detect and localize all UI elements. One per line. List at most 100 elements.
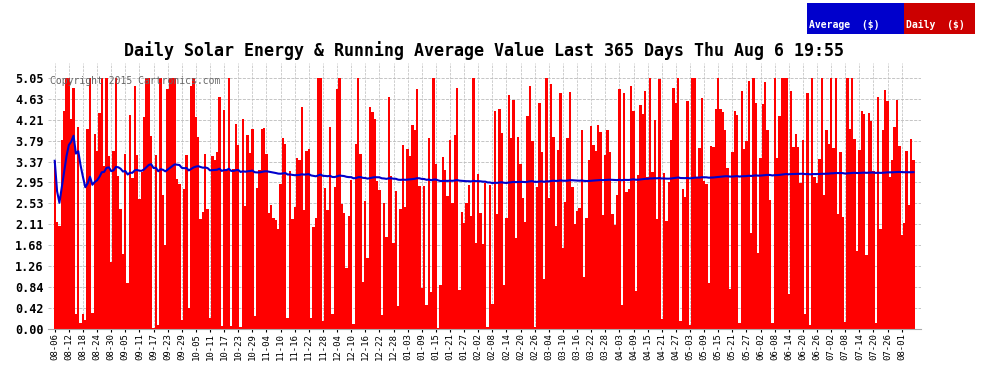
Bar bbox=[482, 244, 484, 329]
Bar bbox=[354, 144, 357, 329]
Bar bbox=[552, 136, 554, 329]
Bar bbox=[152, 328, 154, 329]
Bar bbox=[674, 103, 677, 329]
Bar bbox=[267, 213, 270, 329]
Bar bbox=[115, 78, 117, 329]
Bar bbox=[392, 243, 395, 329]
Bar bbox=[197, 137, 199, 329]
Bar bbox=[183, 189, 185, 329]
Bar bbox=[350, 180, 352, 329]
Bar bbox=[369, 107, 371, 329]
Bar bbox=[547, 198, 550, 329]
Bar bbox=[807, 93, 809, 329]
Bar bbox=[446, 196, 448, 329]
Bar bbox=[889, 177, 891, 329]
Bar bbox=[258, 170, 260, 329]
Bar bbox=[463, 223, 465, 329]
Bar bbox=[263, 128, 265, 329]
Bar bbox=[127, 283, 129, 329]
Bar bbox=[129, 115, 132, 329]
Bar bbox=[453, 135, 455, 329]
Bar bbox=[93, 135, 96, 329]
Bar bbox=[736, 114, 739, 329]
Bar bbox=[823, 195, 826, 329]
Bar bbox=[628, 189, 630, 329]
Bar bbox=[178, 184, 180, 329]
Bar bbox=[402, 145, 404, 329]
Bar bbox=[226, 170, 228, 329]
Bar bbox=[696, 178, 698, 329]
Bar bbox=[110, 261, 113, 329]
Bar bbox=[828, 144, 830, 329]
Bar bbox=[399, 209, 402, 329]
Text: Copyright 2015 Cartronics.com: Copyright 2015 Cartronics.com bbox=[50, 76, 221, 87]
Bar bbox=[334, 188, 336, 329]
Bar bbox=[204, 154, 207, 329]
Bar bbox=[260, 129, 263, 329]
Bar bbox=[630, 86, 633, 329]
Bar bbox=[835, 78, 837, 329]
Bar bbox=[270, 204, 272, 329]
Bar bbox=[648, 78, 651, 329]
Bar bbox=[190, 86, 192, 329]
Bar bbox=[780, 78, 783, 329]
Bar bbox=[70, 119, 72, 329]
Bar bbox=[633, 111, 635, 329]
Bar bbox=[357, 78, 359, 329]
Bar bbox=[792, 147, 795, 329]
Bar bbox=[430, 292, 433, 329]
Bar bbox=[599, 132, 602, 329]
Bar bbox=[724, 130, 727, 329]
Bar bbox=[185, 155, 188, 329]
Bar bbox=[255, 188, 258, 329]
Bar bbox=[120, 209, 122, 329]
Bar bbox=[433, 78, 435, 329]
Bar bbox=[448, 140, 451, 329]
Bar bbox=[498, 109, 501, 329]
Bar bbox=[282, 138, 284, 329]
Bar bbox=[785, 78, 788, 329]
Bar bbox=[329, 127, 332, 329]
Bar bbox=[663, 172, 665, 329]
Bar bbox=[529, 86, 532, 329]
Bar bbox=[347, 216, 350, 329]
Bar bbox=[754, 103, 757, 329]
Bar bbox=[477, 174, 479, 329]
Bar bbox=[230, 326, 233, 329]
Bar bbox=[313, 227, 315, 329]
Bar bbox=[595, 152, 597, 329]
Bar bbox=[522, 198, 524, 329]
Bar bbox=[414, 130, 416, 329]
Bar bbox=[484, 183, 486, 329]
Bar bbox=[870, 121, 872, 329]
Bar bbox=[494, 111, 496, 329]
Bar bbox=[143, 117, 146, 329]
Bar bbox=[901, 236, 903, 329]
Bar bbox=[223, 110, 226, 329]
Bar bbox=[616, 195, 618, 329]
Bar bbox=[677, 78, 679, 329]
Bar bbox=[536, 187, 539, 329]
Bar bbox=[101, 78, 103, 329]
Bar bbox=[315, 217, 317, 329]
Bar bbox=[371, 112, 373, 329]
Bar bbox=[764, 82, 766, 329]
Bar bbox=[380, 315, 383, 329]
Bar bbox=[339, 78, 341, 329]
Bar bbox=[569, 92, 571, 329]
Bar bbox=[385, 237, 388, 329]
Bar bbox=[60, 140, 63, 329]
Bar bbox=[336, 89, 339, 329]
Bar bbox=[597, 125, 599, 329]
Bar bbox=[517, 138, 520, 329]
Bar bbox=[472, 78, 474, 329]
Bar bbox=[867, 114, 870, 329]
Bar bbox=[884, 90, 886, 329]
Bar bbox=[722, 112, 724, 329]
Bar bbox=[364, 201, 366, 329]
Bar bbox=[665, 221, 667, 329]
Bar bbox=[77, 127, 79, 329]
Bar bbox=[623, 93, 626, 329]
Bar bbox=[658, 79, 660, 329]
Bar bbox=[908, 206, 910, 329]
